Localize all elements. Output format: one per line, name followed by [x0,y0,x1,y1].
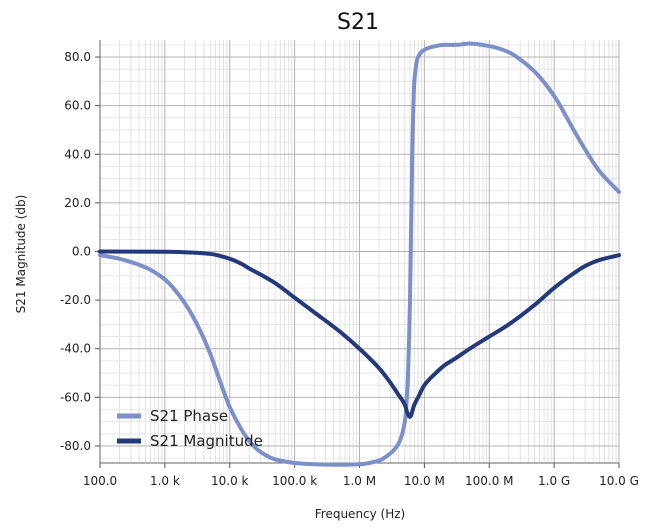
x-tick-label: 1.0 G [538,474,570,488]
y-tick-label: 60.0 [64,99,91,113]
y-tick-label: -40.0 [60,342,91,356]
series-line-s21-phase [98,41,621,467]
chart-title: S21 [337,10,379,35]
x-tick-label: 1.0 k [150,474,180,488]
x-tick-label: 100.0 k [272,474,317,488]
y-tick-label: 0.0 [72,245,91,259]
y-tick-label: 20.0 [64,196,91,210]
legend-label-magnitude: S21 Magnitude [150,432,263,450]
y-tick-label: 80.0 [64,50,91,64]
x-tick-label: 100.0 [83,474,117,488]
series-layer [98,41,621,467]
x-tick-label: 100.0 M [465,474,514,488]
y-tick-label: 40.0 [64,147,91,161]
x-axis-label: Frequency (Hz) [315,507,406,521]
y-tick-label: -80.0 [60,439,91,453]
y-tick-label: -60.0 [60,390,91,404]
x-tick-label: 10.0 M [404,474,445,488]
legend-label-phase: S21 Phase [150,407,228,425]
x-tick-label: 10.0 G [599,474,639,488]
series-line-s21-magnitude [98,249,621,419]
tick-labels: 100.0 1.0 k 10.0 k 100.0 k 1.0 M 10.0 M 100.0 … [60,50,639,488]
y-tick-label: -20.0 [60,293,91,307]
legend: S21 Phase S21 Magnitude [117,407,263,450]
x-tick-label: 1.0 M [343,474,376,488]
x-tick-label: 10.0 k [211,474,249,488]
y-axis-label: S21 Magnitude (db) [14,195,28,314]
